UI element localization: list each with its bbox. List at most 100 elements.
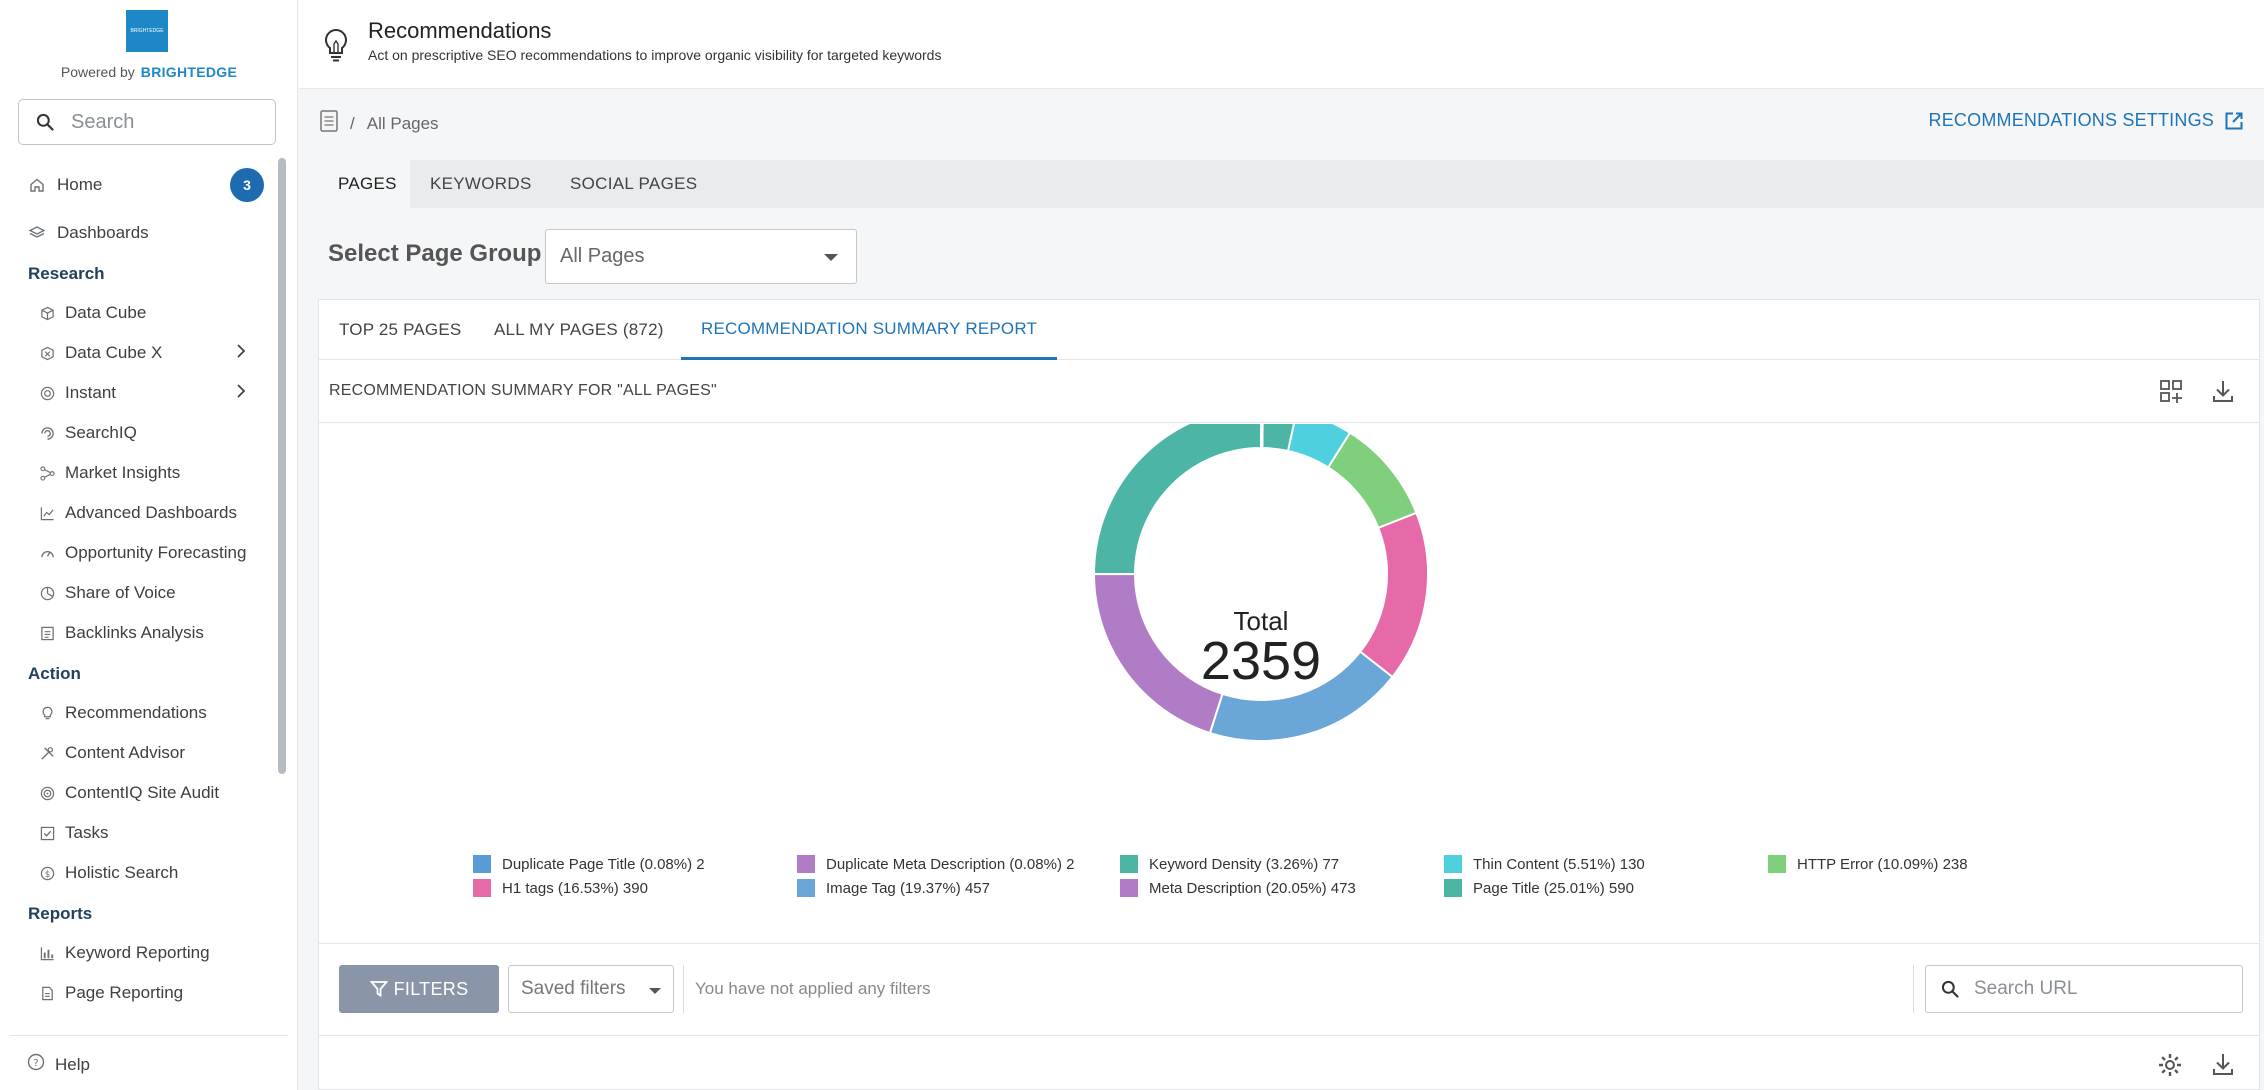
tab-keywords[interactable]: KEYWORDS bbox=[430, 174, 532, 193]
brightedge-logo: BRIGHTEDGE bbox=[126, 10, 168, 52]
sidebar-item-contentiq-site-audit[interactable]: ContentIQ Site Audit bbox=[0, 776, 280, 810]
tab-recommendation-summary-report[interactable]: RECOMMENDATION SUMMARY REPORT bbox=[681, 300, 1058, 360]
donut-slice-meta-description[interactable] bbox=[1092, 573, 1224, 735]
download-icon[interactable] bbox=[2211, 1052, 2235, 1083]
legend-swatch bbox=[1768, 855, 1786, 873]
filter-status: You have not applied any filters bbox=[695, 979, 931, 998]
sidebar-item-keyword-reporting[interactable]: Keyword Reporting bbox=[0, 936, 280, 970]
powered-by-label: Powered by bbox=[60, 64, 135, 80]
sidebar-item-holistic-search[interactable]: $ Holistic Search bbox=[0, 856, 280, 890]
sidebar: BRIGHTEDGE Powered by BRIGHTEDGE Search H… bbox=[0, 0, 298, 1090]
sidebar-item-backlinks-analysis[interactable]: Backlinks Analysis bbox=[0, 616, 280, 650]
legend-swatch bbox=[473, 879, 491, 897]
tab-pages[interactable]: PAGES bbox=[318, 160, 410, 208]
donut-slice-http-error[interactable] bbox=[1326, 431, 1418, 530]
sidebar-item-help[interactable]: ? Help bbox=[27, 1053, 90, 1076]
download-icon[interactable] bbox=[2211, 379, 2235, 410]
sidebar-item-label: ContentIQ Site Audit bbox=[65, 783, 220, 802]
sidebar-item-advanced-dashboards[interactable]: Advanced Dashboards bbox=[0, 496, 280, 530]
donut-total-label: Total bbox=[1234, 606, 1289, 636]
chevron-right-icon[interactable] bbox=[236, 343, 246, 363]
filters-button[interactable]: FILTERS bbox=[339, 965, 499, 1013]
legend-label: Image Tag (19.37%) 457 bbox=[826, 879, 990, 897]
sidebar-item-home[interactable]: Home 3 bbox=[0, 168, 280, 202]
donut-slice-thin-content[interactable] bbox=[1286, 424, 1352, 469]
donut-slice-image-tag[interactable] bbox=[1208, 650, 1394, 742]
sidebar-item-opportunity-forecasting[interactable]: Opportunity Forecasting bbox=[0, 536, 280, 570]
donut-slice-page-title[interactable] bbox=[1092, 424, 1262, 576]
breadcrumb: / All Pages bbox=[320, 110, 439, 137]
report-panel: TOP 25 PAGES ALL MY PAGES (872) RECOMMEN… bbox=[318, 299, 2260, 1090]
page-group-select[interactable]: All Pages bbox=[545, 229, 857, 284]
tab-top-25-pages[interactable]: TOP 25 PAGES bbox=[339, 320, 462, 339]
legend-swatch bbox=[797, 855, 815, 873]
legend-item[interactable]: Page Title (25.01%) 590 bbox=[1444, 879, 1634, 897]
divider bbox=[1913, 965, 1914, 1013]
tab-social-pages[interactable]: SOCIAL PAGES bbox=[570, 174, 698, 193]
caret-down-icon bbox=[824, 254, 838, 261]
page-title: Recommendations bbox=[368, 18, 552, 43]
sidebar-item-content-advisor[interactable]: Content Advisor bbox=[0, 736, 280, 770]
sidebar-item-tasks[interactable]: Tasks bbox=[0, 816, 280, 850]
sidebar-item-data-cube-x[interactable]: Data Cube X bbox=[0, 336, 280, 370]
sidebar-item-recommendations[interactable]: Recommendations bbox=[0, 696, 280, 730]
legend-label: Page Title (25.01%) 590 bbox=[1473, 879, 1634, 897]
gear-icon[interactable] bbox=[2157, 1052, 2183, 1083]
chevron-right-icon[interactable] bbox=[236, 383, 246, 403]
sidebar-item-searchiq[interactable]: SearchIQ bbox=[0, 416, 280, 450]
sidebar-item-label: Share of Voice bbox=[65, 583, 176, 602]
sidebar-search-input[interactable]: Search bbox=[71, 110, 135, 133]
sidebar-item-label: Content Advisor bbox=[65, 743, 186, 762]
legend-label: H1 tags (16.53%) 390 bbox=[502, 879, 648, 897]
divider bbox=[683, 965, 684, 1013]
help-icon: ? bbox=[27, 1053, 45, 1076]
sidebar-item-label: Recommendations bbox=[65, 703, 207, 722]
page-header: Recommendations Act on prescriptive SEO … bbox=[299, 0, 2264, 89]
section-action: Action bbox=[28, 664, 81, 683]
donut-slice-h1-tags[interactable] bbox=[1358, 511, 1429, 679]
legend-item[interactable]: Duplicate Meta Description (0.08%) 2 bbox=[797, 855, 1074, 873]
legend-item[interactable]: HTTP Error (10.09%) 238 bbox=[1768, 855, 1968, 873]
donut-slice-keyword-density[interactable] bbox=[1261, 424, 1296, 453]
sidebar-item-share-of-voice[interactable]: Share of Voice bbox=[0, 576, 280, 610]
saved-filters-select[interactable]: Saved filters bbox=[508, 965, 674, 1013]
legend-label: Duplicate Meta Description (0.08%) 2 bbox=[826, 855, 1075, 873]
sidebar-item-market-insights[interactable]: Market Insights bbox=[0, 456, 280, 490]
add-to-dashboard-icon[interactable] bbox=[2159, 379, 2185, 410]
legend-swatch bbox=[473, 855, 491, 873]
sidebar-item-label: Dashboards bbox=[57, 223, 149, 242]
sidebar-item-page-reporting[interactable]: Page Reporting bbox=[0, 976, 280, 1010]
lightbulb-icon bbox=[37, 703, 57, 723]
legend-item[interactable]: Thin Content (5.51%) 130 bbox=[1444, 855, 1645, 873]
search-url-field[interactable]: Search URL bbox=[1925, 965, 2243, 1013]
filter-icon bbox=[369, 981, 388, 998]
recommendations-settings-label: RECOMMENDATIONS SETTINGS bbox=[1928, 110, 2214, 130]
svg-text:$: $ bbox=[44, 868, 49, 878]
sidebar-item-label: Market Insights bbox=[65, 463, 181, 482]
sidebar-item-data-cube[interactable]: Data Cube bbox=[0, 296, 280, 330]
search-icon bbox=[36, 113, 54, 131]
legend-item[interactable]: Meta Description (20.05%) 473 bbox=[1120, 879, 1356, 897]
backlinks-icon bbox=[37, 623, 57, 643]
legend-label: HTTP Error (10.09%) 238 bbox=[1797, 855, 1968, 873]
search-icon bbox=[1941, 980, 1959, 998]
sidebar-item-dashboards[interactable]: Dashboards bbox=[0, 216, 280, 250]
lightbulb-icon bbox=[323, 28, 349, 67]
sidebar-item-label: Data Cube bbox=[65, 303, 147, 322]
document-icon[interactable] bbox=[320, 110, 338, 137]
donut-chart-svg: Total 2359 bbox=[1092, 424, 1429, 742]
legend-item[interactable]: H1 tags (16.53%) 390 bbox=[473, 879, 648, 897]
recommendations-settings-link[interactable]: RECOMMENDATIONS SETTINGS bbox=[1929, 110, 2244, 131]
search-url-input[interactable]: Search URL bbox=[1974, 978, 2078, 999]
sidebar-item-instant[interactable]: Instant bbox=[0, 376, 280, 410]
legend-item[interactable]: Image Tag (19.37%) 457 bbox=[797, 879, 990, 897]
sidebar-item-label: Backlinks Analysis bbox=[65, 623, 204, 642]
tab-all-my-pages[interactable]: ALL MY PAGES (872) bbox=[494, 320, 664, 339]
donut-slice-duplicate-page-title[interactable] bbox=[1260, 424, 1263, 450]
sidebar-search[interactable]: Search bbox=[18, 99, 276, 145]
sidebar-scrollbar[interactable] bbox=[278, 158, 286, 774]
legend-swatch bbox=[1444, 879, 1462, 897]
legend-item[interactable]: Keyword Density (3.26%) 77 bbox=[1120, 855, 1339, 873]
section-research: Research bbox=[28, 264, 105, 283]
legend-item[interactable]: Duplicate Page Title (0.08%) 2 bbox=[473, 855, 705, 873]
